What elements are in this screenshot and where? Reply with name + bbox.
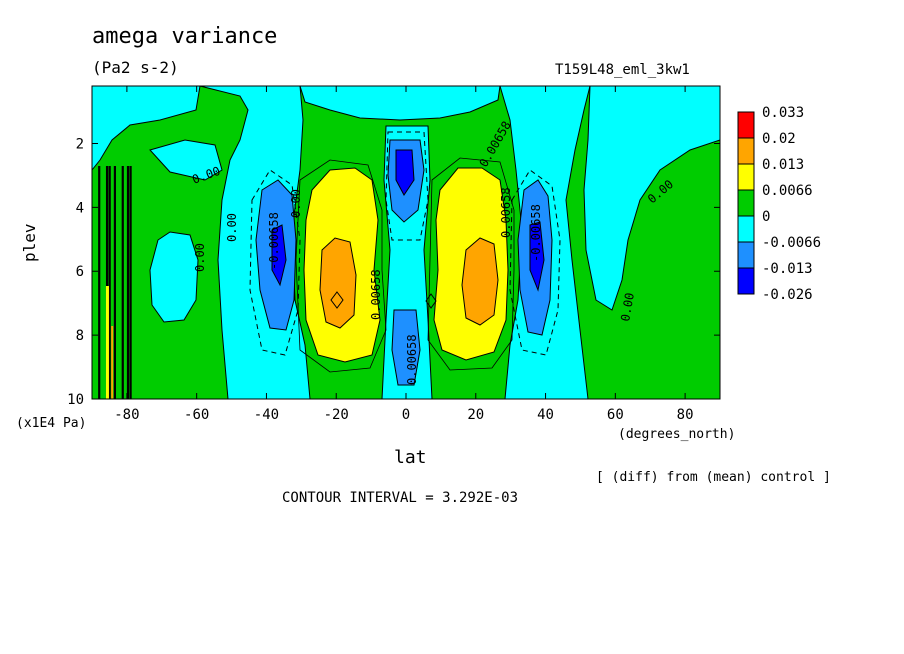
- contour-line-nh: [427, 157, 515, 371]
- contour-label: 0.00: [618, 292, 637, 323]
- contour-label: 0.00: [225, 213, 239, 242]
- x-tick-label: 80: [677, 407, 694, 423]
- colorbar-swatch: [737, 163, 755, 191]
- cyan-patch-sh2: [149, 139, 223, 181]
- colorbar-swatch: [737, 111, 755, 139]
- deep-blue-core-nh: [529, 221, 545, 292]
- dashed-contour-sh: [249, 169, 301, 356]
- diamond-marker-nh: [425, 293, 437, 309]
- dashed-contour-eq: [385, 131, 429, 241]
- colorbar-label: 0.013: [762, 157, 804, 173]
- contour-label: -0.00658: [529, 204, 543, 262]
- x-tick-label: 60: [607, 407, 624, 423]
- colorbar-label: 0: [762, 209, 770, 225]
- colorbar: 0.033 0.02 0.013 0.0066 0 -0.0066 -0.013 -0.026: [737, 105, 821, 303]
- x-tick-label: -40: [254, 407, 279, 423]
- colorbar-swatch: [737, 215, 755, 243]
- deep-blue-core-sh: [271, 224, 287, 287]
- x-tick-label: -80: [114, 407, 139, 423]
- contour-label: -0.00658: [267, 212, 281, 270]
- chart-title: amega variance: [92, 24, 278, 49]
- x-tick-label: 0: [402, 407, 410, 423]
- colorbar-label: 0.033: [762, 105, 804, 121]
- orange-core-nh: [461, 237, 499, 326]
- run-label: T159L48_eml_3kw1: [555, 62, 690, 78]
- deep-blue-core-eq: [395, 149, 415, 196]
- x-tick-label: -20: [324, 407, 349, 423]
- colorbar-label: -0.026: [762, 287, 813, 303]
- y-axis-units: (x1E4 Pa): [16, 416, 87, 431]
- cyan-patch-west: [149, 231, 199, 323]
- contour-label: 0.00: [289, 189, 303, 218]
- cyan-region-west: [92, 86, 201, 171]
- noise-stripe: [108, 166, 111, 399]
- x-axis-units: (degrees_north): [618, 427, 736, 442]
- blue-core-eq-lower: [391, 309, 421, 386]
- colorbar-label: 0.0066: [762, 183, 813, 199]
- contour-line-sh: [295, 159, 387, 373]
- orange-core-sh: [319, 237, 357, 329]
- noise-stripe-yellow: [105, 286, 109, 399]
- colorbar-label: -0.013: [762, 261, 813, 277]
- diamond-marker-sh: [330, 291, 344, 309]
- colorbar-swatch: [737, 241, 755, 269]
- polar-noise-region: [98, 166, 132, 399]
- noise-stripe: [129, 166, 132, 399]
- y-tick-label: 8: [76, 328, 84, 344]
- cyan-region-top: [299, 86, 501, 121]
- contour-label: 0.00658: [405, 334, 419, 385]
- dashed-contour-nh: [509, 169, 561, 356]
- x-axis-label: lat: [394, 447, 427, 468]
- noise-stripe: [126, 166, 130, 399]
- cyan-region-east: [583, 86, 720, 311]
- noise-stripe-orange: [111, 326, 114, 399]
- chart-units: (Pa2 s-2): [92, 58, 179, 77]
- diff-note: [ (diff) from (mean) control ]: [596, 470, 831, 485]
- contour-label: 0.00658: [499, 187, 513, 238]
- noise-stripe: [105, 166, 109, 399]
- y-tick-label: 10: [67, 392, 84, 408]
- y-tick-label: 2: [76, 136, 84, 152]
- noise-stripe: [121, 166, 124, 399]
- x-tick-label: 20: [467, 407, 484, 423]
- colorbar-label: -0.0066: [762, 235, 821, 251]
- contour-interval-text: CONTOUR INTERVAL = 3.292E-03: [282, 490, 519, 506]
- contour-label: 0.00: [193, 243, 207, 272]
- y-tick-label: 4: [76, 200, 84, 216]
- colorbar-label: 0.02: [762, 131, 796, 147]
- colorbar-swatch: [737, 137, 755, 165]
- x-tick-label: -60: [184, 407, 209, 423]
- noise-stripe: [98, 166, 101, 399]
- y-tick-label: 6: [76, 264, 84, 280]
- colorbar-swatch: [737, 267, 755, 295]
- noise-stripe: [113, 166, 117, 399]
- contour-label: 0.00658: [369, 269, 383, 320]
- x-tick-label: 40: [537, 407, 554, 423]
- colorbar-swatch: [737, 189, 755, 217]
- axes: -80 -60 -40 -20 0 20 40 60 80 2 4 6 8 10: [67, 86, 720, 423]
